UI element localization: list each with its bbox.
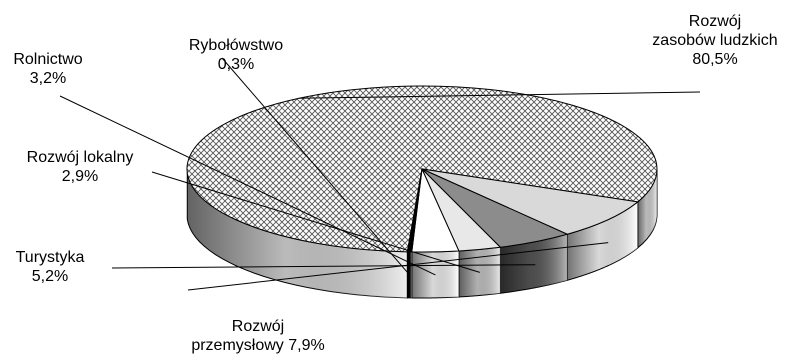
leader-line-4 <box>59 95 436 276</box>
leader-line-2 <box>111 264 536 269</box>
leader-line-0 <box>299 91 701 99</box>
slice-labels: Rozwój zasobów ludzkich 80,5% Rozwój przemys… <box>13 13 777 354</box>
slice-label-line: Rolnictwo <box>13 51 82 68</box>
slice-label-3: Rozwój lokalny 2,9% <box>27 149 134 185</box>
slice-label-line: Turystyka <box>16 249 85 266</box>
slice-label-line: Rozwój lokalny <box>27 149 134 166</box>
slice-label-line: 80,5% <box>692 51 737 68</box>
slice-label-4: Rolnictwo 3,2% <box>13 51 82 87</box>
slice-label-1: Rozwój przemysłowy 7,9% <box>191 318 324 354</box>
slice-label-0: Rozwój zasobów ludzkich 80,5% <box>652 13 777 68</box>
slice-label-line: Rybołówstwo <box>189 37 283 54</box>
slice-label-5: Rybołówstwo 0,3% <box>189 37 283 73</box>
slice-label-line: 2,9% <box>62 168 98 185</box>
leader-line-1 <box>187 242 609 291</box>
label-leaders <box>59 57 701 291</box>
slice-side-shade-1 <box>567 201 638 281</box>
slice-label-line: Rozwój <box>689 13 741 30</box>
pie-tops <box>186 85 658 253</box>
leader-line-3 <box>151 171 480 273</box>
slice-label-line: 5,2% <box>32 268 68 285</box>
slice-label-line: zasobów ludzkich <box>652 32 777 49</box>
slice-top-1 <box>421 168 639 235</box>
slice-label-line: 0,3% <box>218 56 254 73</box>
slice-side-shade-0 <box>637 170 657 248</box>
leader-line-5 <box>221 57 410 276</box>
slice-label-line: 3,2% <box>30 70 66 87</box>
slice-label-line: przemysłowy 7,9% <box>191 337 324 354</box>
slice-label-2: Turystyka 5,2% <box>16 249 85 285</box>
slice-label-line: Rozwój <box>232 318 284 335</box>
